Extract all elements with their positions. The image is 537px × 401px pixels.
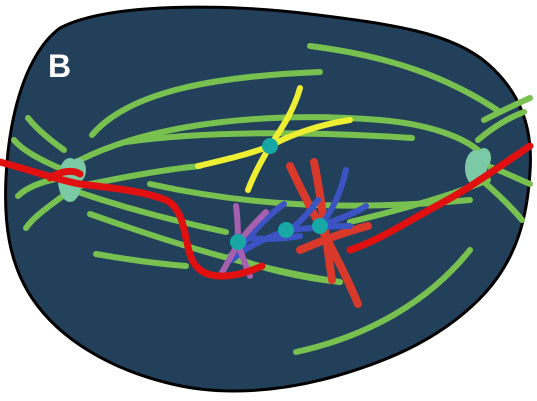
spindle-fiber xyxy=(89,69,323,138)
kinetochore xyxy=(230,234,246,250)
kinetochores xyxy=(230,138,328,250)
panel-label: B xyxy=(48,48,72,84)
kinetochore xyxy=(262,138,278,154)
spindle-fiber xyxy=(481,95,533,123)
spindle-fiber xyxy=(123,130,415,145)
spindle-fiber xyxy=(475,109,527,143)
kinetochore xyxy=(278,222,294,238)
spindle-fiber xyxy=(293,247,473,355)
spindle-fiber xyxy=(25,115,67,153)
red-line-structure xyxy=(0,142,534,280)
spindle-fiber xyxy=(11,137,67,173)
centrosome-right-inner xyxy=(477,148,491,168)
spindle-fiber xyxy=(307,43,503,115)
spindle-fiber xyxy=(227,253,343,285)
spindle-fiber xyxy=(93,251,189,269)
spindle-fiber xyxy=(69,187,229,235)
spindle-fiber xyxy=(481,179,525,223)
spindle-fibers xyxy=(11,43,533,355)
spindle-fiber xyxy=(77,114,483,163)
kinetochore xyxy=(312,218,328,234)
spindle-fiber xyxy=(485,163,533,187)
